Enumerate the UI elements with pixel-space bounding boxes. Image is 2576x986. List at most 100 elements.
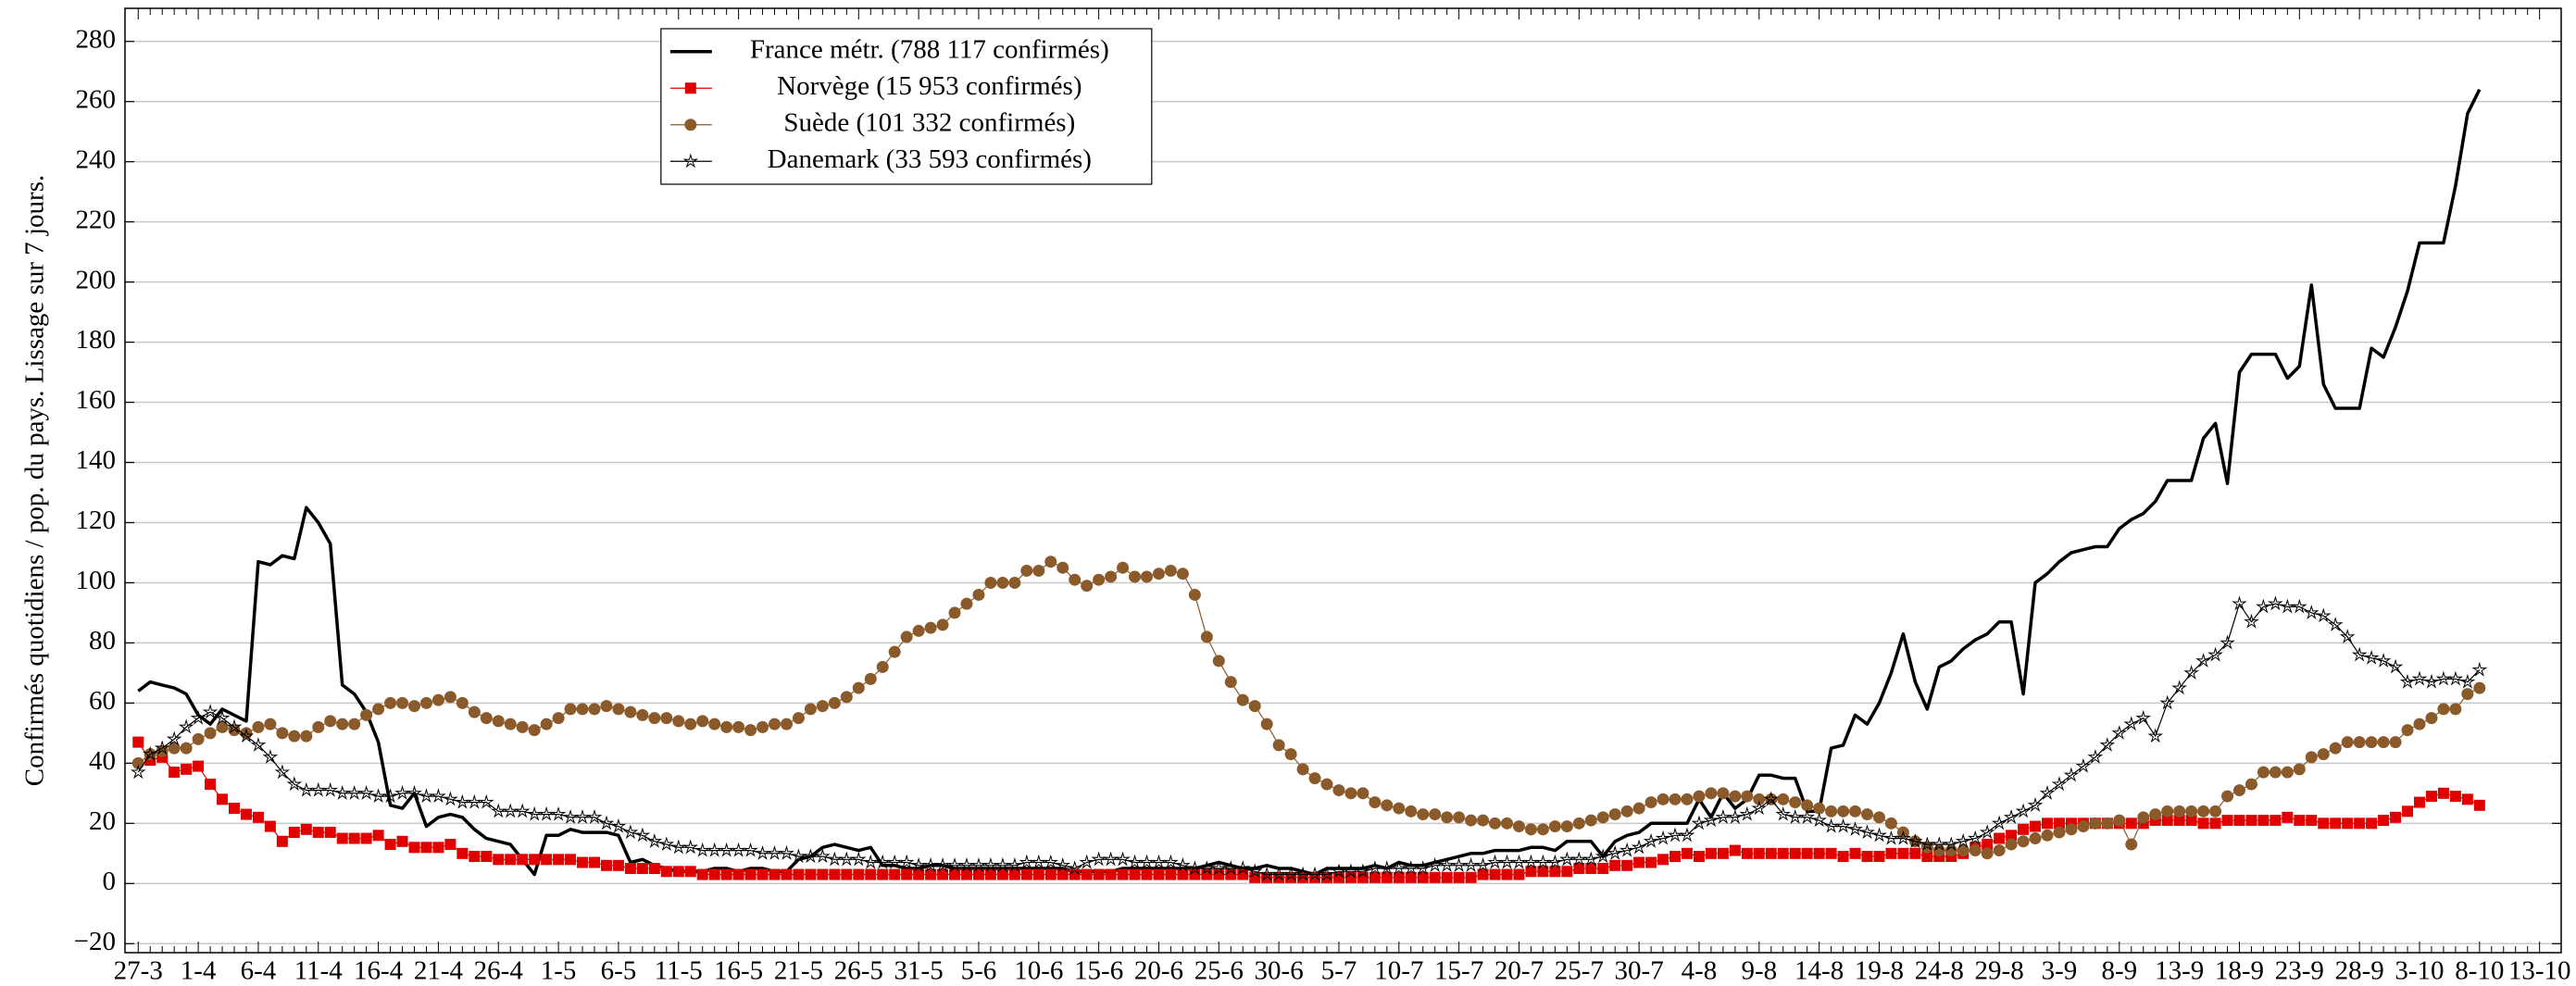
data-point [1129, 868, 1141, 880]
data-point [2221, 790, 2234, 803]
data-point [2209, 818, 2221, 830]
data-point [1645, 856, 1657, 868]
data-point [396, 835, 408, 847]
data-point [514, 803, 531, 818]
data-point [1465, 814, 1478, 827]
data-point [550, 805, 567, 821]
data-point [588, 703, 601, 716]
data-point [384, 696, 397, 709]
data-point [684, 119, 697, 131]
data-point [1008, 868, 1020, 880]
data-point [1381, 871, 1393, 883]
data-point [1619, 842, 1635, 857]
data-point [1043, 854, 1059, 869]
series-line [137, 88, 2482, 877]
data-point [1705, 787, 1718, 800]
data-point [1763, 791, 1780, 806]
y-tick-label: 220 [76, 205, 117, 234]
data-point [252, 811, 264, 823]
data-point [1667, 827, 1683, 842]
data-point [288, 827, 300, 839]
data-point [2159, 694, 2175, 710]
y-tick-label: 0 [103, 867, 117, 896]
data-point [805, 868, 817, 880]
data-point [1921, 851, 1933, 863]
data-point [1103, 851, 1119, 867]
data-point [1669, 851, 1682, 863]
data-point [2123, 716, 2140, 731]
data-point [2399, 673, 2416, 689]
data-point [1847, 821, 1863, 836]
data-point [2449, 791, 2461, 803]
data-point [829, 868, 841, 880]
data-point [1717, 847, 1729, 859]
data-point [1343, 863, 1359, 879]
data-point [684, 718, 697, 730]
data-point [1294, 866, 1311, 881]
data-point [574, 809, 591, 824]
data-point [1597, 863, 1609, 875]
data-point [204, 727, 217, 740]
data-point [1415, 860, 1432, 876]
data-point [2280, 598, 2295, 614]
data-point [1379, 860, 1395, 876]
data-point [646, 833, 663, 848]
data-point [1019, 854, 1035, 869]
data-point [538, 805, 555, 821]
legend: France métr. (788 117 confirmés) Norvège … [660, 28, 1153, 185]
data-point [744, 868, 757, 880]
data-point [948, 606, 961, 619]
data-point [2087, 749, 2104, 764]
data-point [192, 732, 205, 745]
data-point [636, 863, 648, 875]
data-point [130, 764, 146, 780]
data-point [406, 785, 422, 800]
data-point [528, 724, 541, 737]
data-point [2183, 665, 2199, 680]
data-point [1633, 856, 1645, 868]
data-point [684, 866, 696, 878]
data-point [910, 857, 927, 872]
data-point [2018, 823, 2030, 835]
x-tick-label: 25-6 [1194, 956, 1244, 986]
data-point [1069, 573, 1082, 586]
data-point [937, 868, 949, 880]
data-point [1799, 809, 1815, 824]
x-tick-label: 19-8 [1855, 956, 1904, 986]
data-point [2051, 776, 2068, 792]
data-point [1596, 811, 1609, 824]
x-tick-label: 30-6 [1255, 956, 1304, 986]
data-point [1753, 847, 1765, 859]
data-point [1775, 805, 1792, 821]
data-point [1608, 808, 1621, 821]
data-point [696, 715, 709, 728]
data-point [334, 785, 351, 800]
data-point [898, 854, 915, 869]
data-point [1572, 817, 1585, 830]
data-point [874, 854, 891, 869]
data-point [2041, 829, 2054, 842]
data-point [382, 788, 398, 804]
data-point [636, 708, 649, 721]
data-point [1657, 793, 1669, 805]
x-tick-label: 9-8 [1741, 956, 1777, 986]
data-point [1258, 866, 1275, 881]
data-point [827, 851, 843, 867]
data-point [1175, 857, 1191, 872]
x-tick-label: 26-5 [834, 956, 883, 986]
data-point [396, 696, 409, 709]
data-point [142, 745, 158, 761]
data-point [348, 832, 360, 844]
data-point [757, 868, 769, 880]
x-tick-label: 30-7 [1615, 956, 1664, 986]
data-point [1008, 576, 1021, 589]
x-tick-label: 10-6 [1014, 956, 1063, 986]
data-point [1441, 811, 1454, 824]
data-point [2425, 712, 2438, 725]
data-point [769, 868, 781, 880]
data-point [924, 621, 937, 634]
x-tick-label: 28-9 [2335, 956, 2384, 986]
data-point [865, 868, 877, 880]
data-point [600, 859, 612, 871]
data-point [1320, 778, 1333, 791]
